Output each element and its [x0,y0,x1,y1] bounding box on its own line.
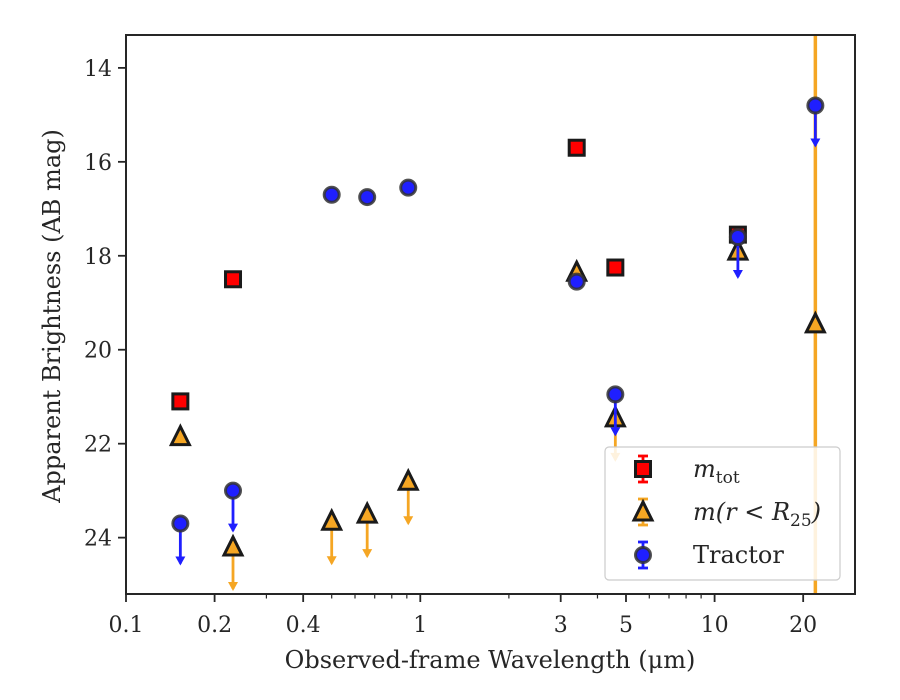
data-point [221,533,245,592]
axes-frame [125,34,856,595]
circle-marker [322,185,341,204]
square-marker [224,270,243,289]
circle-marker [358,188,377,207]
data-point [396,467,420,526]
data-point [168,423,192,447]
upper-limit-arrowhead [175,556,186,566]
data-point [606,385,625,437]
legend-label: m(r < R25) [693,498,821,531]
data-point [224,270,243,289]
circle-marker [567,272,586,291]
y-tick-label: 24 [84,527,112,552]
circle-marker [606,385,625,404]
y-tick-label: 14 [84,57,112,82]
data-point [224,481,243,533]
axes: 0.1 0.2 0.4 1 3 5 10 20 14 16 18 20 22 24 [84,34,856,638]
data-point [322,185,341,204]
square-marker [567,138,586,157]
upper-limit-arrowhead [732,269,743,279]
legend-item: m(r < R25) [631,497,821,531]
square-marker [606,258,625,277]
circle-marker [224,481,243,500]
legend-item: Tractor [634,540,784,570]
legend-label: Tractor [693,541,784,569]
data-point [355,500,379,559]
series-square [171,138,747,411]
upper-limit-arrowhead [610,427,621,437]
data-point [606,258,625,277]
upper-limit-arrowhead [403,516,414,526]
triangle-marker [631,498,655,522]
x-tick-label: 3 [554,613,568,638]
legend-item: mtot [634,454,740,488]
x-axis-title: Observed-frame Wavelength (μm) [285,646,696,674]
square-marker [171,392,190,411]
triangle-marker [803,310,827,334]
x-tick-label: 0.1 [109,613,144,638]
y-tick-label: 20 [84,339,112,364]
y-axis-title: Apparent Brightness (AB mag) [38,129,66,504]
triangle-marker [320,507,344,531]
triangle-marker [355,500,379,524]
x-tick-label: 1 [413,613,427,638]
upper-limit-arrowhead [228,582,239,592]
circle-marker [399,178,418,197]
upper-limit-arrowhead [228,523,239,533]
triangle-marker [396,467,420,491]
data-point [320,507,344,566]
triangle-marker [168,423,192,447]
y-tick-label: 22 [84,433,112,458]
x-tick-label: 20 [789,613,817,638]
upper-limit-arrowhead [810,138,821,148]
data-point [399,178,418,197]
legend-label: mtot [693,455,740,488]
data-point [803,310,827,334]
circle-marker [728,227,747,246]
circle-marker [806,96,825,115]
triangle-marker [221,533,245,557]
circle-marker [634,546,652,564]
legend-box [604,446,841,581]
upper-limit-arrowhead [362,549,373,559]
series-circle [171,96,825,566]
x-tick-label: 5 [619,613,633,638]
upper-limit-arrowhead [326,556,337,566]
y-tick-label: 18 [84,245,112,270]
data-point [567,272,586,291]
data-point [728,227,747,279]
data-point [567,138,586,157]
data-point [806,96,825,148]
y-tick-label: 16 [84,151,112,176]
x-tick-label: 10 [701,613,729,638]
data-point [171,392,190,411]
circle-marker [171,514,190,533]
data-point [358,188,377,207]
square-marker [634,460,652,478]
x-tick-label: 0.4 [286,613,321,638]
x-tick-label: 0.2 [197,613,232,638]
legend: mtot m(r < R25) Tractor [604,446,841,581]
data-point [171,514,190,566]
